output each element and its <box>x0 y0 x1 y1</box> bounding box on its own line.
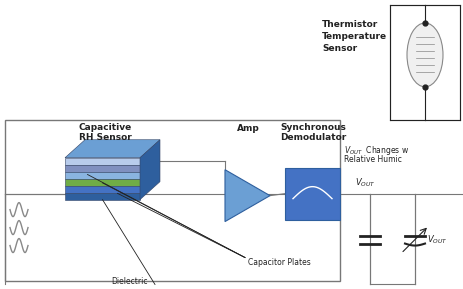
Polygon shape <box>65 140 160 158</box>
Text: RH Sensor: RH Sensor <box>79 133 131 142</box>
Bar <box>65 186 140 193</box>
Polygon shape <box>225 170 270 222</box>
Text: Capacitor Plates: Capacitor Plates <box>248 257 311 266</box>
Bar <box>65 158 140 165</box>
Bar <box>65 179 140 186</box>
Text: $V_{OUT}$: $V_{OUT}$ <box>427 233 448 246</box>
Ellipse shape <box>407 23 443 87</box>
Bar <box>390 5 460 120</box>
Text: Synchronous: Synchronous <box>280 123 346 132</box>
Text: Amp: Amp <box>237 124 259 133</box>
Text: Temperature: Temperature <box>322 32 387 41</box>
Text: Demodulator: Demodulator <box>280 133 346 142</box>
Bar <box>285 168 340 220</box>
Text: $V_{OUT}$: $V_{OUT}$ <box>355 176 375 189</box>
Text: Capacitive: Capacitive <box>78 123 131 132</box>
Text: Thermistor: Thermistor <box>322 20 378 29</box>
Polygon shape <box>140 140 160 200</box>
Text: Relative Humic: Relative Humic <box>344 155 402 164</box>
Text: Sensor: Sensor <box>322 44 357 53</box>
Bar <box>65 193 140 200</box>
Bar <box>65 172 140 179</box>
Text: $V_{OUT}$  Changes w: $V_{OUT}$ Changes w <box>344 144 409 157</box>
Bar <box>5 120 340 281</box>
Text: Dielectric: Dielectric <box>112 277 148 286</box>
Bar <box>65 165 140 172</box>
